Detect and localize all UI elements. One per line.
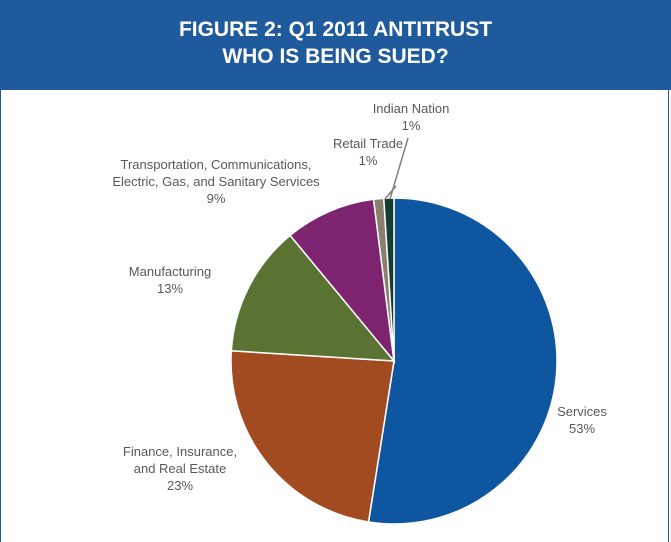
slice-label-line: and Real Estate — [134, 461, 227, 476]
slice-label-line: Finance, Insurance, — [123, 444, 237, 459]
pie-slice-3 — [289, 198, 396, 364]
slice-label-1: Finance, Insurance, and Real Estate 23% — [123, 444, 237, 493]
chart-frame — [0, 90, 669, 542]
slice-label-line: Transportation, Communications, — [121, 157, 312, 172]
slice-label-line: Manufacturing — [129, 264, 211, 279]
pie-slice-2 — [230, 234, 396, 362]
chart-title-banner: FIGURE 2: Q1 2011 ANTITRUST WHO IS BEING… — [0, 0, 671, 90]
slice-label-line: Retail Trade — [333, 136, 403, 151]
slice-percent: 13% — [157, 281, 183, 296]
leader-line-4 — [384, 185, 397, 200]
slice-label-line: Indian Nation — [373, 101, 450, 116]
pie-slice-1 — [230, 349, 395, 523]
slice-percent: 1% — [402, 118, 421, 133]
slice-percent: 23% — [167, 478, 193, 493]
chart-title-line1: FIGURE 2: Q1 2011 ANTITRUST — [178, 18, 493, 41]
slice-percent: 53% — [569, 421, 595, 436]
slice-label-2: Manufacturing 13% — [129, 264, 211, 296]
slice-label-0: Services 53% — [557, 404, 607, 436]
leader-line-5 — [389, 137, 409, 200]
slice-label-5: Indian Nation 1% — [373, 101, 450, 133]
chart-title-line2: WHO IS BEING SUED? — [222, 45, 449, 68]
slice-label-line: Services — [557, 404, 607, 419]
slice-label-line: Electric, Gas, and Sanitary Services — [112, 174, 320, 189]
pie-slice-0 — [367, 197, 558, 525]
slice-percent: 1% — [359, 153, 378, 168]
pie-slice-5 — [382, 197, 395, 362]
slice-percent: 9% — [207, 191, 226, 206]
slice-label-4: Retail Trade 1% — [333, 136, 403, 168]
slice-label-3: Transportation, Communications, Electric,… — [112, 157, 320, 206]
